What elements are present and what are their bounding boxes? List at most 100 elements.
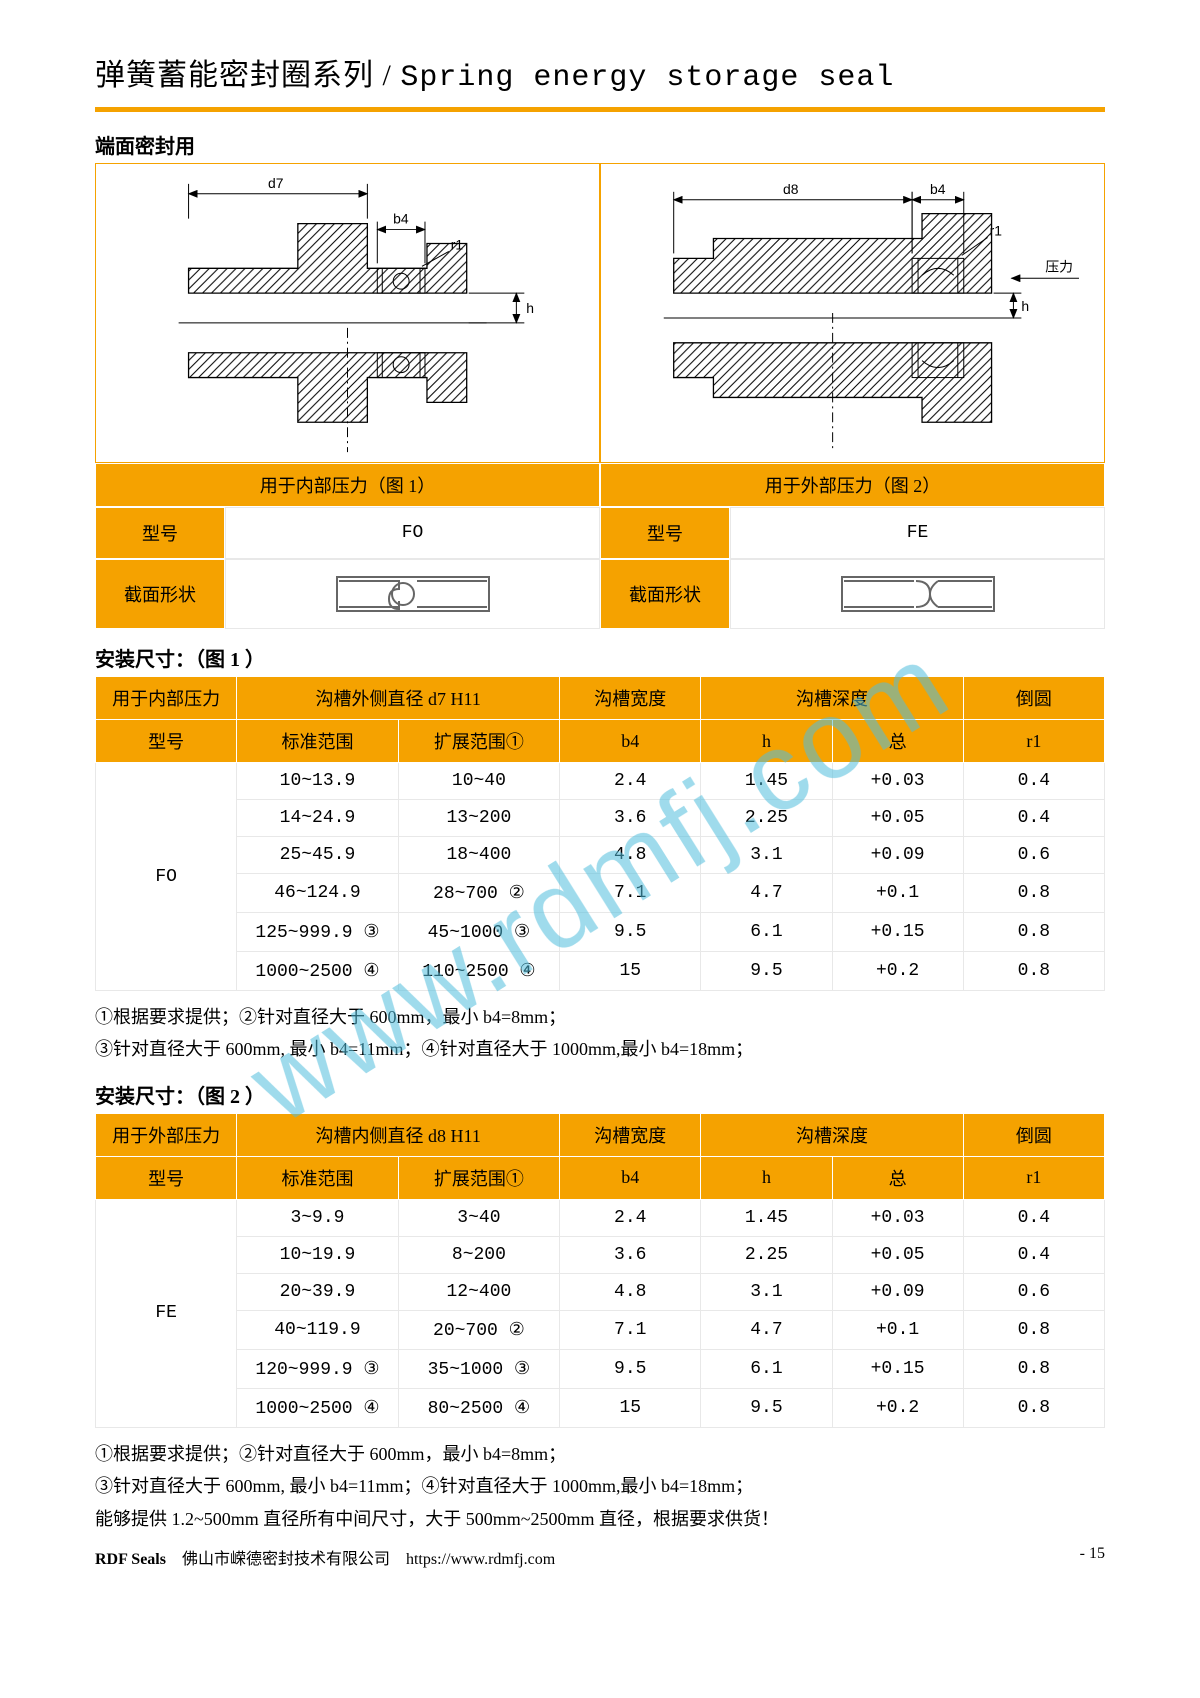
table-cell: +0.03 [832, 1199, 963, 1236]
table-cell: 0.6 [963, 837, 1104, 874]
th-ext: 扩展范围① [398, 720, 559, 763]
table-row: FE3~9.93~402.41.45+0.030.4 [96, 1199, 1105, 1236]
table-cell: +0.1 [832, 1310, 963, 1349]
table-cell: 15 [560, 1388, 701, 1427]
table-cell: +0.05 [832, 1236, 963, 1273]
footer-company: 佛山市嵘德密封技术有限公司 [182, 1551, 390, 1568]
caption-row: 用于内部压力（图 1） 用于外部压力（图 2） [95, 463, 1105, 507]
table-cell: +0.2 [832, 1388, 963, 1427]
table-cell: 20~39.9 [237, 1273, 398, 1310]
dim-b4-left: b4 [393, 211, 409, 227]
th-r1: r1 [963, 720, 1104, 763]
table-cell: 2.25 [701, 800, 832, 837]
table-cell: 1000~2500 ④ [237, 952, 398, 991]
table-cell: 7.1 [560, 874, 701, 913]
th-depth: 沟槽深度 [701, 1113, 963, 1156]
table-row: 125~999.9 ③45~1000 ③9.56.1+0.150.8 [96, 913, 1105, 952]
table-row: 14~24.913~2003.62.25+0.050.4 [96, 800, 1105, 837]
table-cell: 120~999.9 ③ [237, 1349, 398, 1388]
table-row: 25~45.918~4004.83.1+0.090.6 [96, 837, 1105, 874]
table-cell: 0.8 [963, 874, 1104, 913]
table-cell: 3.1 [701, 1273, 832, 1310]
subtitle-1: 安装尺寸：（图 1 ） [95, 643, 1105, 672]
th-ext: 扩展范围① [398, 1156, 559, 1199]
table-cell: +0.15 [832, 913, 963, 952]
table-cell: 6.1 [701, 1349, 832, 1388]
table-cell: 0.8 [963, 1349, 1104, 1388]
table-cell: 2.25 [701, 1236, 832, 1273]
table-cell: 4.8 [560, 1273, 701, 1310]
footer-brand: RDF Seals [95, 1551, 166, 1568]
model-right: FE [730, 507, 1105, 559]
footer-url: https://www.rdmfj.com [406, 1551, 555, 1568]
model-left: FO [225, 507, 600, 559]
table-row: 1000~2500 ④80~2500 ④159.5+0.20.8 [96, 1388, 1105, 1427]
title-en: Spring energy storage seal [400, 61, 894, 95]
diagram-right: d8 b4 r1 压力 h [600, 163, 1105, 463]
dim-r1-left: r1 [451, 236, 464, 252]
table-cell: 1.45 [701, 763, 832, 800]
pressure-label: 压力 [1045, 258, 1073, 274]
table-cell: 14~24.9 [237, 800, 398, 837]
table-row: 1000~2500 ④110~2500 ④159.5+0.20.8 [96, 952, 1105, 991]
table-row: FO10~13.910~402.41.45+0.030.4 [96, 763, 1105, 800]
table-cell: 10~13.9 [237, 763, 398, 800]
title-cn: 弹簧蓄能密封圈系列 [95, 59, 374, 92]
th-std: 标准范围 [237, 720, 398, 763]
dim-b4-right: b4 [930, 181, 946, 197]
th-od: 沟槽外侧直径 d7 H11 [237, 677, 560, 720]
th-width: 沟槽宽度 [560, 1113, 701, 1156]
cross-right [730, 559, 1105, 629]
footer-page: - 15 [1080, 1545, 1105, 1569]
table-cell: 25~45.9 [237, 837, 398, 874]
table-cell: 10~40 [398, 763, 559, 800]
th-b4: b4 [560, 1156, 701, 1199]
diagram-row: d7 b4 r1 h [95, 163, 1105, 463]
th-h: h [701, 1156, 832, 1199]
th-od: 沟槽内侧直径 d8 H11 [237, 1113, 560, 1156]
table-cell: 6.1 [701, 913, 832, 952]
table-cell: 3.6 [560, 1236, 701, 1273]
table-cell: +0.03 [832, 763, 963, 800]
table-cell: 40~119.9 [237, 1310, 398, 1349]
cross-label-right: 截面形状 [600, 559, 730, 629]
table-cell: 9.5 [560, 1349, 701, 1388]
table-cell: 3~9.9 [237, 1199, 398, 1236]
table-cell: 0.6 [963, 1273, 1104, 1310]
table-cell: 20~700 ② [398, 1310, 559, 1349]
table-cell: 2.4 [560, 763, 701, 800]
table-cell: 80~2500 ④ [398, 1388, 559, 1427]
th-b4: b4 [560, 720, 701, 763]
table-cell: 3.6 [560, 800, 701, 837]
table-cell: 9.5 [701, 1388, 832, 1427]
table-cell: 1000~2500 ④ [237, 1388, 398, 1427]
table-cell: 46~124.9 [237, 874, 398, 913]
th-width: 沟槽宽度 [560, 677, 701, 720]
th-r1: r1 [963, 1156, 1104, 1199]
table-1: 用于内部压力沟槽外侧直径 d7 H11沟槽宽度沟槽深度倒圆型号标准范围扩展范围①… [95, 676, 1105, 991]
cross-row: 截面形状 截面形状 [95, 559, 1105, 629]
cross-label-left: 截面形状 [95, 559, 225, 629]
table-cell: 4.7 [701, 1310, 832, 1349]
table-cell: 125~999.9 ③ [237, 913, 398, 952]
table-cell: 0.8 [963, 1388, 1104, 1427]
table-cell: 0.8 [963, 1310, 1104, 1349]
table-cell: 0.4 [963, 763, 1104, 800]
th-use: 用于外部压力 [96, 1113, 237, 1156]
caption-right: 用于外部压力（图 2） [600, 463, 1105, 507]
cross-left [225, 559, 600, 629]
table-cell: 28~700 ② [398, 874, 559, 913]
model-cell: FO [96, 763, 237, 991]
table-cell: 10~19.9 [237, 1236, 398, 1273]
notes-2: ①根据要求提供；②针对直径大于 600mm，最小 b4=8mm； ③针对直径大于… [95, 1438, 1105, 1535]
table-2: 用于外部压力沟槽内侧直径 d8 H11沟槽宽度沟槽深度倒圆型号标准范围扩展范围①… [95, 1113, 1105, 1428]
note1-l2: ③针对直径大于 600mm, 最小 b4=11mm；④针对直径大于 1000mm… [95, 1033, 1105, 1065]
page-title: 弹簧蓄能密封圈系列 / Spring energy storage seal [95, 50, 1105, 95]
dim-h-left: h [526, 300, 534, 316]
footer: RDF Seals 佛山市嵘德密封技术有限公司 https://www.rdmf… [95, 1545, 1105, 1569]
caption-left: 用于内部压力（图 1） [95, 463, 600, 507]
notes-1: ①根据要求提供；②针对直径大于 600mm，最小 b4=8mm； ③针对直径大于… [95, 1001, 1105, 1066]
th-use: 用于内部压力 [96, 677, 237, 720]
note2-l3: 能够提供 1.2~500mm 直径所有中间尺寸，大于 500mm~2500mm … [95, 1503, 1105, 1535]
dim-h-right: h [1021, 298, 1029, 314]
